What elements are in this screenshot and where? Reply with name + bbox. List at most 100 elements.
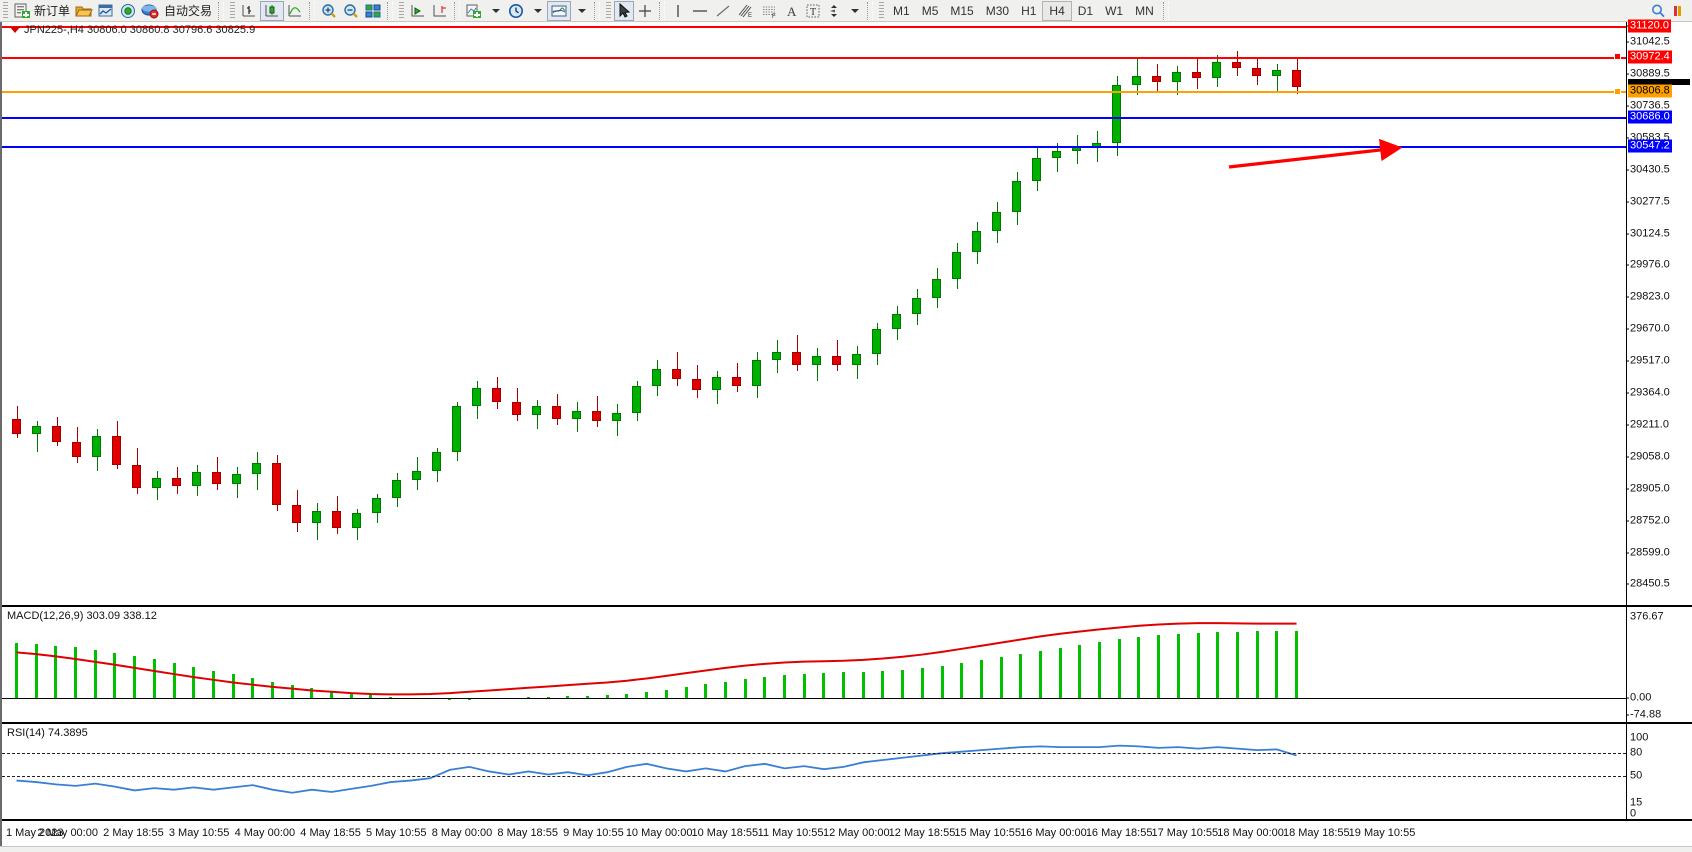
candle-body xyxy=(472,387,481,407)
price-level-line[interactable] xyxy=(2,26,1626,28)
terminal-button[interactable] xyxy=(139,1,161,21)
new-order-icon xyxy=(14,3,30,18)
navigator-button[interactable] xyxy=(117,1,139,21)
price-level-handle[interactable] xyxy=(1614,87,1621,95)
cursor-tool-button[interactable] xyxy=(614,0,635,21)
candle-body xyxy=(532,406,541,415)
templates-button[interactable] xyxy=(547,0,572,21)
price-level-line[interactable] xyxy=(2,145,1626,148)
candle-body xyxy=(752,360,761,386)
price-level-line[interactable] xyxy=(2,91,1626,94)
crosshair-tool-button[interactable] xyxy=(634,1,656,21)
add-indicator-dropdown[interactable] xyxy=(485,1,505,21)
macd-histogram-bar xyxy=(172,662,176,699)
data-window-button[interactable] xyxy=(95,1,117,21)
timeframe-mn[interactable]: MN xyxy=(1135,3,1154,18)
new-order-button[interactable]: 新订单 xyxy=(11,1,73,21)
price-axis-tick: 31042.5 xyxy=(1626,35,1670,48)
timeframe-m15[interactable]: M15 xyxy=(950,3,974,18)
price-level-line[interactable] xyxy=(2,56,1626,59)
candle-body xyxy=(992,212,1001,231)
tile-windows-button[interactable] xyxy=(362,1,384,21)
price-level-tag[interactable]: 30972.4 xyxy=(1628,50,1672,64)
text-tool-button[interactable]: A xyxy=(782,1,802,21)
candle-body xyxy=(852,354,861,365)
timeframe-h4[interactable]: H4 xyxy=(1042,0,1072,21)
toolbar-grip-2[interactable] xyxy=(230,1,236,20)
price-level-tag[interactable]: 30547.2 xyxy=(1628,139,1672,153)
candle-body xyxy=(1052,151,1061,158)
zoom-in-button[interactable] xyxy=(318,1,340,21)
candle-body xyxy=(272,462,281,505)
chart-shift-button[interactable] xyxy=(429,1,451,21)
equidistant-channel-icon: E xyxy=(738,4,752,19)
svg-text:F: F xyxy=(772,14,776,19)
rsi-plot[interactable]: RSI(14) 74.3895 xyxy=(2,724,1626,819)
trendline-tool-button[interactable] xyxy=(712,1,734,21)
text-label-tool-button[interactable]: T xyxy=(802,1,824,21)
time-axis-tick: 2 May 18:55 xyxy=(103,827,164,839)
bar-chart-button[interactable] xyxy=(238,1,260,21)
search-button[interactable] xyxy=(1648,1,1668,21)
line-chart-button[interactable] xyxy=(284,1,306,21)
macd-histogram-bar xyxy=(645,691,649,699)
rsi-caption: RSI(14) 74.3895 xyxy=(7,727,88,739)
auto-trading-label: 自动交易 xyxy=(164,4,213,18)
price-axis[interactable]: 31120.0 31042.5 30889.5 30736.5 30583.5 30430… xyxy=(1626,19,1692,605)
price-level-tag[interactable]: 30806.8 xyxy=(1628,84,1672,98)
collapse-triangle-icon[interactable] xyxy=(10,27,20,33)
price-axis-tick: 30277.5 xyxy=(1626,195,1670,208)
autoscroll-button[interactable] xyxy=(407,1,429,21)
alert-indicator[interactable] xyxy=(1668,1,1688,21)
period-button[interactable] xyxy=(505,1,527,21)
time-axis-tick: 11 May 10:55 xyxy=(757,827,824,839)
price-level-tag[interactable]: 30686.0 xyxy=(1628,110,1672,124)
arrows-tool-button[interactable] xyxy=(824,1,844,21)
macd-pane[interactable]: MACD(12,26,9) 303.09 338.12 376.67 0.00 -7… xyxy=(2,606,1692,723)
toolbar-grip-4[interactable] xyxy=(606,1,612,20)
auto-trading-button[interactable]: 自动交易 xyxy=(161,1,215,21)
fibonacci-tool-button[interactable]: F xyxy=(758,1,782,21)
candle-body xyxy=(692,379,701,390)
expert-advisors-button[interactable] xyxy=(73,1,95,21)
timeframe-d1[interactable]: D1 xyxy=(1077,3,1094,18)
timeframe-m30[interactable]: M30 xyxy=(985,3,1010,18)
macd-histogram-bar xyxy=(271,681,274,699)
timeframe-h1[interactable]: H1 xyxy=(1021,3,1037,18)
add-indicator-button[interactable] xyxy=(463,1,485,21)
time-axis-tick: 15 May 10:55 xyxy=(954,827,1022,839)
toolbar-grip-3[interactable] xyxy=(399,1,405,20)
rsi-level-line xyxy=(2,776,1626,777)
macd-histogram-bar xyxy=(960,662,964,699)
price-level-tag[interactable]: 31120.0 xyxy=(1628,19,1671,33)
period-dropdown[interactable] xyxy=(527,1,547,21)
time-axis-tick: 16 May 00:00 xyxy=(1020,827,1087,839)
macd-plot[interactable]: MACD(12,26,9) 303.09 338.12 xyxy=(2,607,1626,722)
templates-dropdown[interactable] xyxy=(571,1,591,21)
chart-area[interactable]: JPN225-,H4 30806.0 30860.8 30796.6 30825… xyxy=(0,19,1692,852)
arrows-dropdown[interactable] xyxy=(844,1,864,21)
timeframe-m5[interactable]: M5 xyxy=(921,3,939,18)
macd-axis[interactable]: 376.67 0.00 -74.88 xyxy=(1625,607,1692,722)
rsi-axis[interactable]: 100 80 50 15 0 xyxy=(1626,724,1692,819)
timeframe-w1[interactable]: W1 xyxy=(1105,3,1124,18)
candle-body xyxy=(32,426,41,434)
price-level-line[interactable] xyxy=(2,116,1626,119)
macd-histogram-bar xyxy=(999,657,1003,699)
rsi-pane[interactable]: RSI(14) 74.3895 100 80 50 15 0 xyxy=(2,723,1692,820)
horizontal-line-tool-button[interactable] xyxy=(688,1,712,21)
timeframe-m1[interactable]: M1 xyxy=(893,3,910,18)
candlestick-chart-button[interactable] xyxy=(260,0,285,21)
candle-body xyxy=(432,452,441,472)
toolbar-grip[interactable] xyxy=(3,1,8,20)
price-plot[interactable]: JPN225-,H4 30806.0 30860.8 30796.6 30825… xyxy=(2,22,1626,605)
price-level-handle[interactable] xyxy=(1614,53,1621,61)
period-icon xyxy=(509,3,524,18)
zoom-out-button[interactable] xyxy=(340,1,362,21)
trend-arrow-annotation[interactable] xyxy=(2,22,1626,605)
current-price-marker xyxy=(1628,79,1690,86)
toolbar-grip-5[interactable] xyxy=(879,1,885,20)
vertical-line-tool-button[interactable] xyxy=(668,1,688,21)
price-pane[interactable]: JPN225-,H4 30806.0 30860.8 30796.6 30825… xyxy=(2,19,1692,606)
equidistant-channel-tool-button[interactable]: E xyxy=(734,1,758,21)
